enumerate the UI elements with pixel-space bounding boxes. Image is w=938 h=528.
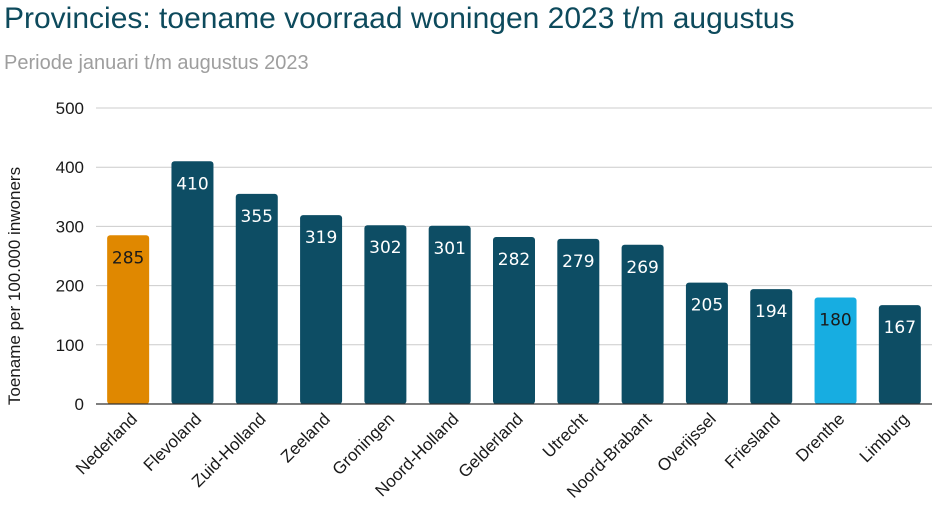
bar-zeeland <box>300 215 343 404</box>
x-tick-label: Zeeland <box>277 409 334 466</box>
data-label: 355 <box>241 207 273 227</box>
data-label: 279 <box>562 252 594 272</box>
y-axis-ticks: 0 100 200 300 400 500 <box>56 99 84 414</box>
bar-drenthe <box>814 297 857 404</box>
bar-noord-brabant <box>621 244 664 404</box>
y-tick-label: 500 <box>56 99 84 118</box>
x-tick-label: Flevoland <box>140 409 206 475</box>
x-tick-label: Friesland <box>721 409 784 472</box>
bar-zuid-holland <box>235 193 278 404</box>
y-tick-label: 200 <box>56 277 84 296</box>
x-tick-label: Overijssel <box>654 409 720 475</box>
x-tick-label: Limburg <box>856 409 913 466</box>
bar-utrecht <box>557 238 600 404</box>
bar-friesland <box>750 289 793 404</box>
data-labels: 285 410 355 319 302 301 282 279 269 205 194 180 167 <box>112 174 916 338</box>
x-tick-label: Groningen <box>329 409 399 479</box>
data-label: 301 <box>433 239 465 259</box>
x-tick-label: Drenthe <box>792 409 848 465</box>
bar-overijssel <box>685 282 728 404</box>
data-label: 180 <box>819 310 851 330</box>
chart-title: Provincies: toename voorraad woningen 20… <box>4 2 795 35</box>
x-tick-label: Nederland <box>72 409 141 478</box>
data-label: 285 <box>112 248 144 268</box>
bar-nederland <box>107 235 150 404</box>
data-label: 269 <box>626 258 658 278</box>
data-label: 282 <box>498 250 530 270</box>
y-tick-label: 100 <box>56 336 84 355</box>
bar-groningen <box>364 225 407 404</box>
y-tick-label: 0 <box>75 395 84 414</box>
x-tick-label: Utrecht <box>539 409 591 461</box>
bar-flevoland <box>171 161 214 404</box>
bar-noord-holland <box>428 225 471 404</box>
data-label: 319 <box>305 228 337 248</box>
bar-limburg <box>878 305 921 404</box>
x-tick-label: Gelderland <box>455 409 527 481</box>
data-label: 205 <box>691 296 723 316</box>
y-tick-label: 300 <box>56 217 84 236</box>
chart-subtitle: Periode januari t/m augustus 2023 <box>4 52 309 74</box>
data-label: 410 <box>176 174 208 194</box>
y-tick-label: 400 <box>56 158 84 177</box>
y-axis-label: Toename per 100.000 inwoners <box>5 167 24 405</box>
data-label: 302 <box>369 238 401 258</box>
data-label: 167 <box>884 318 916 338</box>
data-label: 194 <box>755 302 787 322</box>
bar-gelderland <box>493 237 535 404</box>
bars <box>107 161 921 404</box>
